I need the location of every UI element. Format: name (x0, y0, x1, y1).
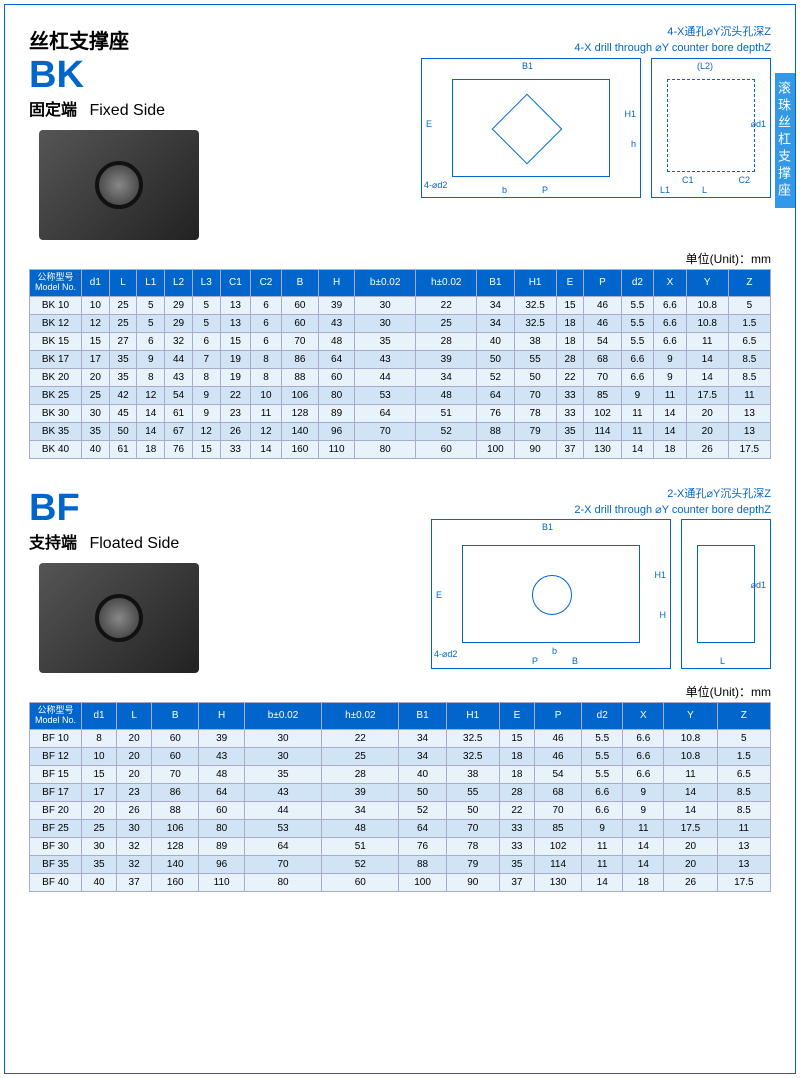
col-header: H (199, 702, 245, 729)
col-header: E (556, 270, 584, 297)
bf-note-cn: 2-X通孔⌀Y沉头孔深Z (257, 487, 771, 501)
col-header: H (319, 270, 355, 297)
table-row: BK 3030451461923111288964517678331021114… (30, 404, 771, 422)
bk-unit: 单位(Unit)：mm (29, 250, 771, 267)
col-header: L1 (137, 270, 165, 297)
col-header: Y (686, 270, 728, 297)
bf-unit: 单位(Unit)：mm (29, 683, 771, 700)
col-header: B (152, 702, 199, 729)
table-row: BK 202035843819888604434525022706.69148.… (30, 368, 771, 386)
bk-note-en: 4-X drill through ⌀Y counter bore depthZ (257, 41, 771, 55)
bk-sub-en: Fixed Side (89, 102, 165, 119)
col-header: b±0.02 (355, 270, 416, 297)
col-header: P (584, 270, 621, 297)
col-header: B (281, 270, 318, 297)
bk-cn-title: 丝杠支撑座 (29, 25, 239, 54)
bf-sub-en: Floated Side (89, 535, 179, 552)
table-row: BF 10820603930223432.515465.56.610.85 (30, 729, 771, 747)
table-row: BF 4040371601108060100903713014182617.5 (30, 873, 771, 891)
col-header: h±0.02 (416, 270, 477, 297)
model-header: 公称型号Model No. (30, 702, 82, 729)
col-header: Z (728, 270, 770, 297)
col-header: h±0.02 (322, 702, 399, 729)
col-header: Y (664, 702, 717, 729)
bk-note-cn: 4-X通孔⌀Y沉头孔深Z (257, 25, 771, 39)
col-header: B1 (477, 270, 514, 297)
table-row: BK 3535501467122612140967052887935114111… (30, 422, 771, 440)
col-header: L (117, 702, 152, 729)
table-row: BF 20202688604434525022706.69148.5 (30, 801, 771, 819)
table-row: BF 30303212889645176783310211142013 (30, 837, 771, 855)
bk-photo (39, 130, 199, 240)
table-row: BK 2525421254922101068053486470338591117… (30, 386, 771, 404)
table-row: BF 15152070483528403818545.56.6116.5 (30, 765, 771, 783)
table-row: BK 151527632615670483528403818545.56.611… (30, 332, 771, 350)
side-tab: 滚珠丝杠支撑座 (775, 73, 795, 208)
table-row: BF 17172386644339505528686.69148.5 (30, 783, 771, 801)
col-header: d2 (621, 270, 654, 297)
bf-schematic: B1 b P B E H1 H 4-⌀d2 L ⌀d1 (257, 519, 771, 669)
col-header: H1 (446, 702, 499, 729)
col-header: P (534, 702, 581, 729)
col-header: B1 (399, 702, 446, 729)
col-header: H1 (514, 270, 556, 297)
table-row: BK 1212255295136604330253432.518465.56.6… (30, 314, 771, 332)
col-header: d1 (82, 702, 117, 729)
col-header: d1 (82, 270, 110, 297)
table-row: BF 121020604330253432.518465.56.610.81.5 (30, 747, 771, 765)
col-header: X (654, 270, 687, 297)
col-header: X (623, 702, 664, 729)
bk-code: BK (29, 56, 239, 94)
bf-table: 公称型号Model No.d1LBHb±0.02h±0.02B1H1EPd2XY… (29, 702, 771, 892)
col-header: C1 (220, 270, 251, 297)
col-header: b±0.02 (244, 702, 321, 729)
col-header: L3 (192, 270, 220, 297)
bf-note-en: 2-X drill through ⌀Y counter bore depthZ (257, 503, 771, 517)
table-row: BF 2525301068053486470338591117.511 (30, 819, 771, 837)
table-row: BK 1010255295136603930223432.515465.56.6… (30, 296, 771, 314)
table-row: BK 4040611876153314160110806010090371301… (30, 440, 771, 458)
col-header: d2 (582, 702, 623, 729)
bf-code: BF (29, 489, 239, 527)
col-header: C2 (251, 270, 282, 297)
bf-sub-cn: 支持端 (29, 535, 77, 552)
bk-sub-cn: 固定端 (29, 102, 77, 119)
col-header: L (109, 270, 137, 297)
col-header: E (499, 702, 534, 729)
col-header: Z (717, 702, 770, 729)
model-header: 公称型号Model No. (30, 270, 82, 297)
bk-schematic: B1 b P E H1 h 4-⌀d2 (L2) L C1 C2 L1 ⌀d1 (257, 58, 771, 198)
table-row: BK 171735944719886644339505528686.69148.… (30, 350, 771, 368)
col-header: L2 (165, 270, 193, 297)
table-row: BF 35353214096705288793511411142013 (30, 855, 771, 873)
bf-photo (39, 563, 199, 673)
bk-table: 公称型号Model No.d1LL1L2L3C1C2BHb±0.02h±0.02… (29, 269, 771, 459)
